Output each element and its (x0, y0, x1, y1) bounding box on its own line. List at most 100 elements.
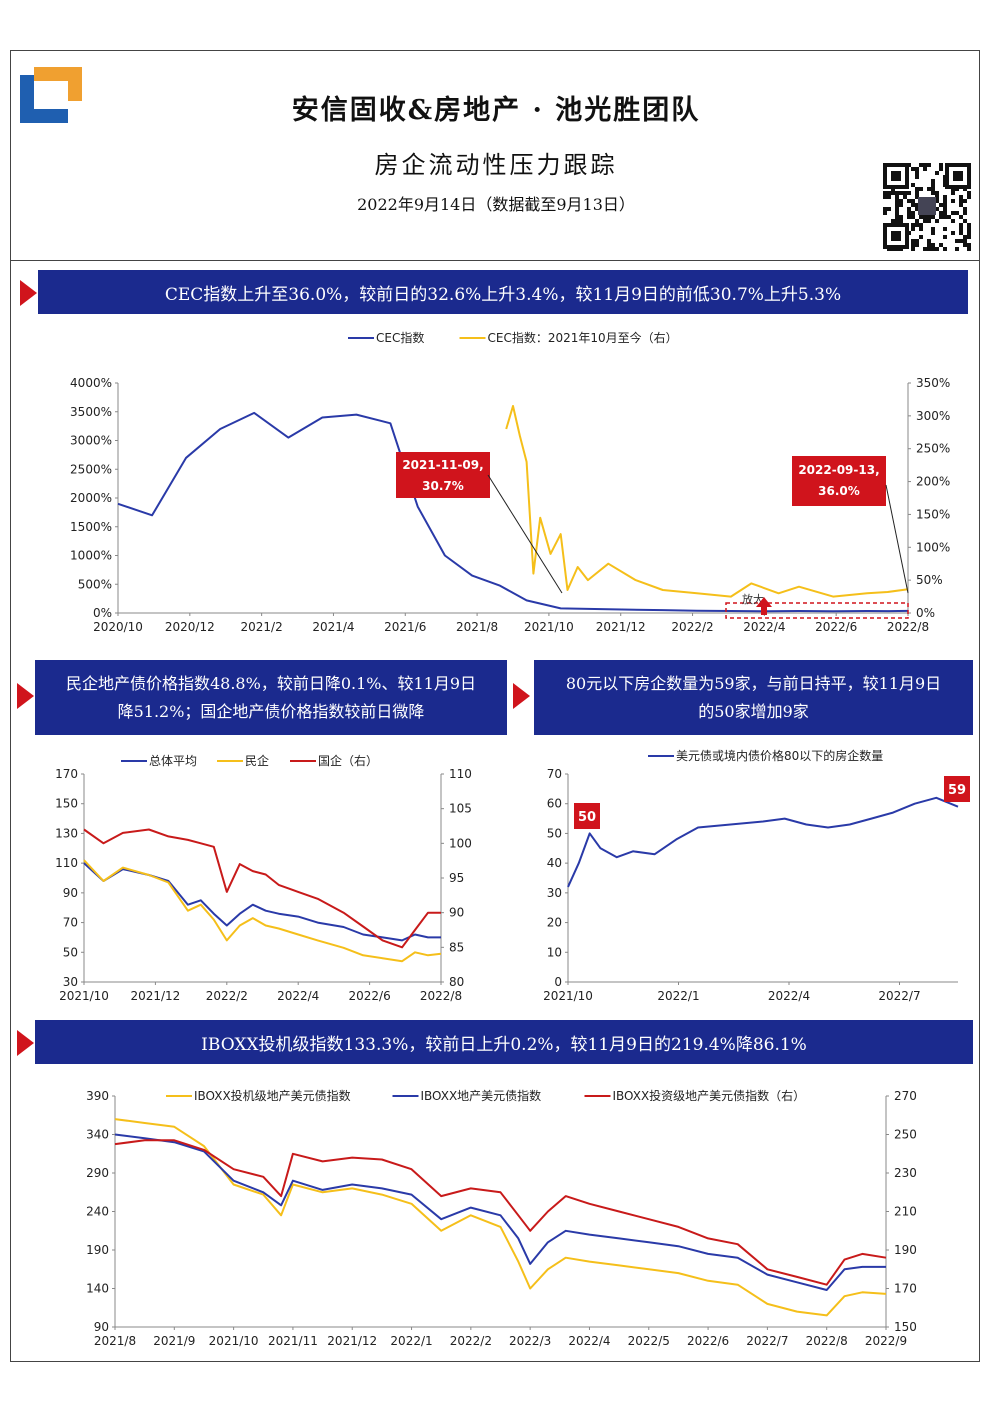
qr-module (915, 243, 919, 247)
qr-module (895, 191, 899, 195)
x-tick-label: 2020/12 (165, 620, 215, 634)
qr-module (939, 211, 943, 215)
qr-module (887, 207, 891, 211)
qr-module (967, 191, 971, 195)
qr-module (939, 215, 943, 219)
y-tick-label: 70 (547, 767, 562, 781)
banner-text: CEC指数上升至36.0%，较前日的32.6%上升3.4%，较11月9日的前低3… (164, 284, 842, 305)
legend-label: IBOXX投机级地产美元债指数 (194, 1088, 351, 1103)
y-right-tick-label: 0% (916, 606, 935, 620)
qr-module (935, 195, 939, 199)
y-tick-label: 3500% (70, 405, 112, 419)
y-right-tick-label: 90 (449, 906, 464, 920)
y-tick-label: 500% (78, 577, 112, 591)
x-tick-label: 2021/10 (543, 989, 593, 1003)
qr-module (967, 227, 971, 231)
chart-cec: 4000% 3500% 3000% 2500% 2000% 1500% 1000% 500% 0… (70, 330, 950, 634)
y-right-tick-label: 200% (916, 475, 950, 489)
qr-module (915, 171, 919, 175)
qr-module (911, 243, 915, 247)
page-frame (10, 50, 980, 1362)
x-tick-label: 2022/8 (420, 989, 462, 1003)
qr-finder (945, 163, 971, 189)
qr-module (915, 195, 919, 199)
x-tick-label: 2022/2 (450, 1334, 492, 1348)
y-right-tick-label: 350% (916, 376, 950, 390)
qr-module (951, 191, 955, 195)
qr-module (931, 191, 935, 195)
qr-module (931, 231, 935, 235)
qr-module (907, 211, 911, 215)
series-line (114, 1118, 887, 1317)
x-tick-label: 2021/10 (524, 620, 574, 634)
y-tick-label: 4000% (70, 376, 112, 390)
y-tick-label: 20 (547, 916, 562, 930)
qr-module (919, 227, 923, 231)
qr-module (931, 243, 935, 247)
qr-module (939, 243, 943, 247)
qr-module (915, 203, 919, 207)
x-tick-label: 2021/10 (209, 1334, 259, 1348)
chart-bond-price-index: 1701501301109070503011010510095908580202… (55, 753, 472, 1003)
qr-module (935, 191, 939, 195)
qr-finder (891, 171, 901, 181)
qr-module (899, 191, 903, 195)
qr-module (883, 195, 887, 199)
banner-text: 降51.2%；国企地产债价格指数较前日微降 (117, 701, 425, 721)
y-right-tick-label: 250 (894, 1128, 917, 1142)
qr-module (895, 215, 899, 219)
qr-module (915, 167, 919, 171)
annotation-leader (487, 474, 563, 594)
page-subtitle: 房企流动性压力跟踪 (374, 151, 618, 179)
qr-module (927, 247, 931, 251)
qr-module (931, 215, 935, 219)
qr-module (959, 223, 963, 227)
section-banner-cec: CEC指数上升至36.0%，较前日的32.6%上升3.4%，较11月9日的前低3… (38, 270, 968, 314)
data-label: 50 (578, 810, 596, 825)
annotation-text: 36.0% (818, 484, 860, 498)
qr-module (915, 175, 919, 179)
banner-text: 80元以下房企数量为59家，与前日持平，较11月9日 (565, 673, 942, 693)
annotation-leader (885, 484, 909, 594)
x-tick-label: 2022/5 (628, 1334, 670, 1348)
qr-module (919, 187, 923, 191)
annotation-text: 2022-09-13, (798, 463, 879, 477)
qr-module (935, 171, 939, 175)
y-tick-label: 50 (547, 826, 562, 840)
qr-module (955, 211, 959, 215)
series-line (114, 1139, 887, 1286)
y-tick-label: 30 (63, 975, 78, 989)
x-tick-label: 2021/11 (268, 1334, 318, 1348)
x-tick-label: 2022/9 (865, 1334, 907, 1348)
qr-module (911, 239, 915, 243)
qr-module (943, 195, 947, 199)
qr-module (903, 195, 907, 199)
x-tick-label: 2022/4 (568, 1334, 610, 1348)
qr-module (919, 215, 923, 219)
x-tick-label: 2022/8 (806, 1334, 848, 1348)
qr-module (895, 203, 899, 207)
qr-module (911, 211, 915, 215)
section-banner-bond-price: 民企地产债价格指数48.8%，较前日降0.1%、较11月9日 降51.2%；国企… (35, 660, 507, 735)
y-right-tick-label: 270 (894, 1089, 917, 1103)
y-tick-label: 390 (86, 1089, 109, 1103)
qr-module (911, 223, 915, 227)
y-tick-label: 30 (547, 886, 562, 900)
qr-module (959, 215, 963, 219)
x-tick-label: 2022/8 (887, 620, 929, 634)
x-tick-label: 2021/9 (153, 1334, 195, 1348)
x-tick-label: 2021/8 (456, 620, 498, 634)
x-tick-label: 2022/6 (815, 620, 857, 634)
x-tick-label: 2022/2 (206, 989, 248, 1003)
y-tick-label: 90 (63, 886, 78, 900)
company-logo (20, 61, 82, 123)
x-tick-label: 2022/4 (277, 989, 319, 1003)
qr-module (943, 215, 947, 219)
x-tick-label: 2021/2 (241, 620, 283, 634)
y-tick-label: 130 (55, 826, 78, 840)
zoom-label: 放大 (742, 592, 764, 606)
qr-module (955, 247, 959, 251)
legend-label: CEC指数 (376, 330, 424, 345)
y-right-tick-label: 85 (449, 940, 464, 954)
